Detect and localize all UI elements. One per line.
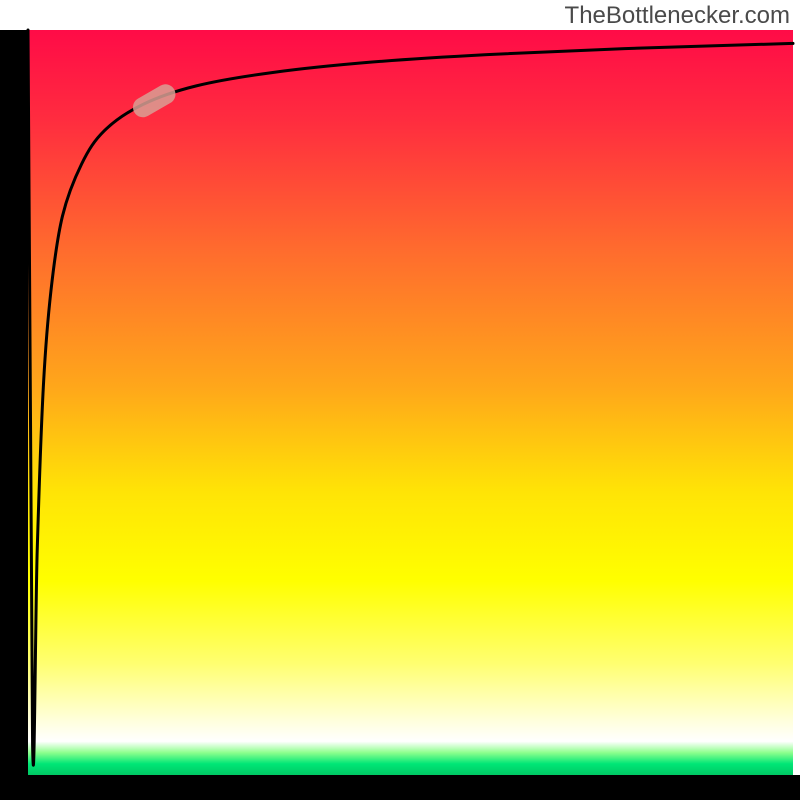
y-axis — [0, 30, 28, 800]
attribution-text: TheBottlenecker.com — [565, 2, 790, 30]
plot-background — [28, 30, 793, 775]
x-axis — [0, 775, 800, 800]
bottleneck-chart — [0, 0, 800, 800]
chart-canvas: TheBottlenecker.com — [0, 0, 800, 800]
